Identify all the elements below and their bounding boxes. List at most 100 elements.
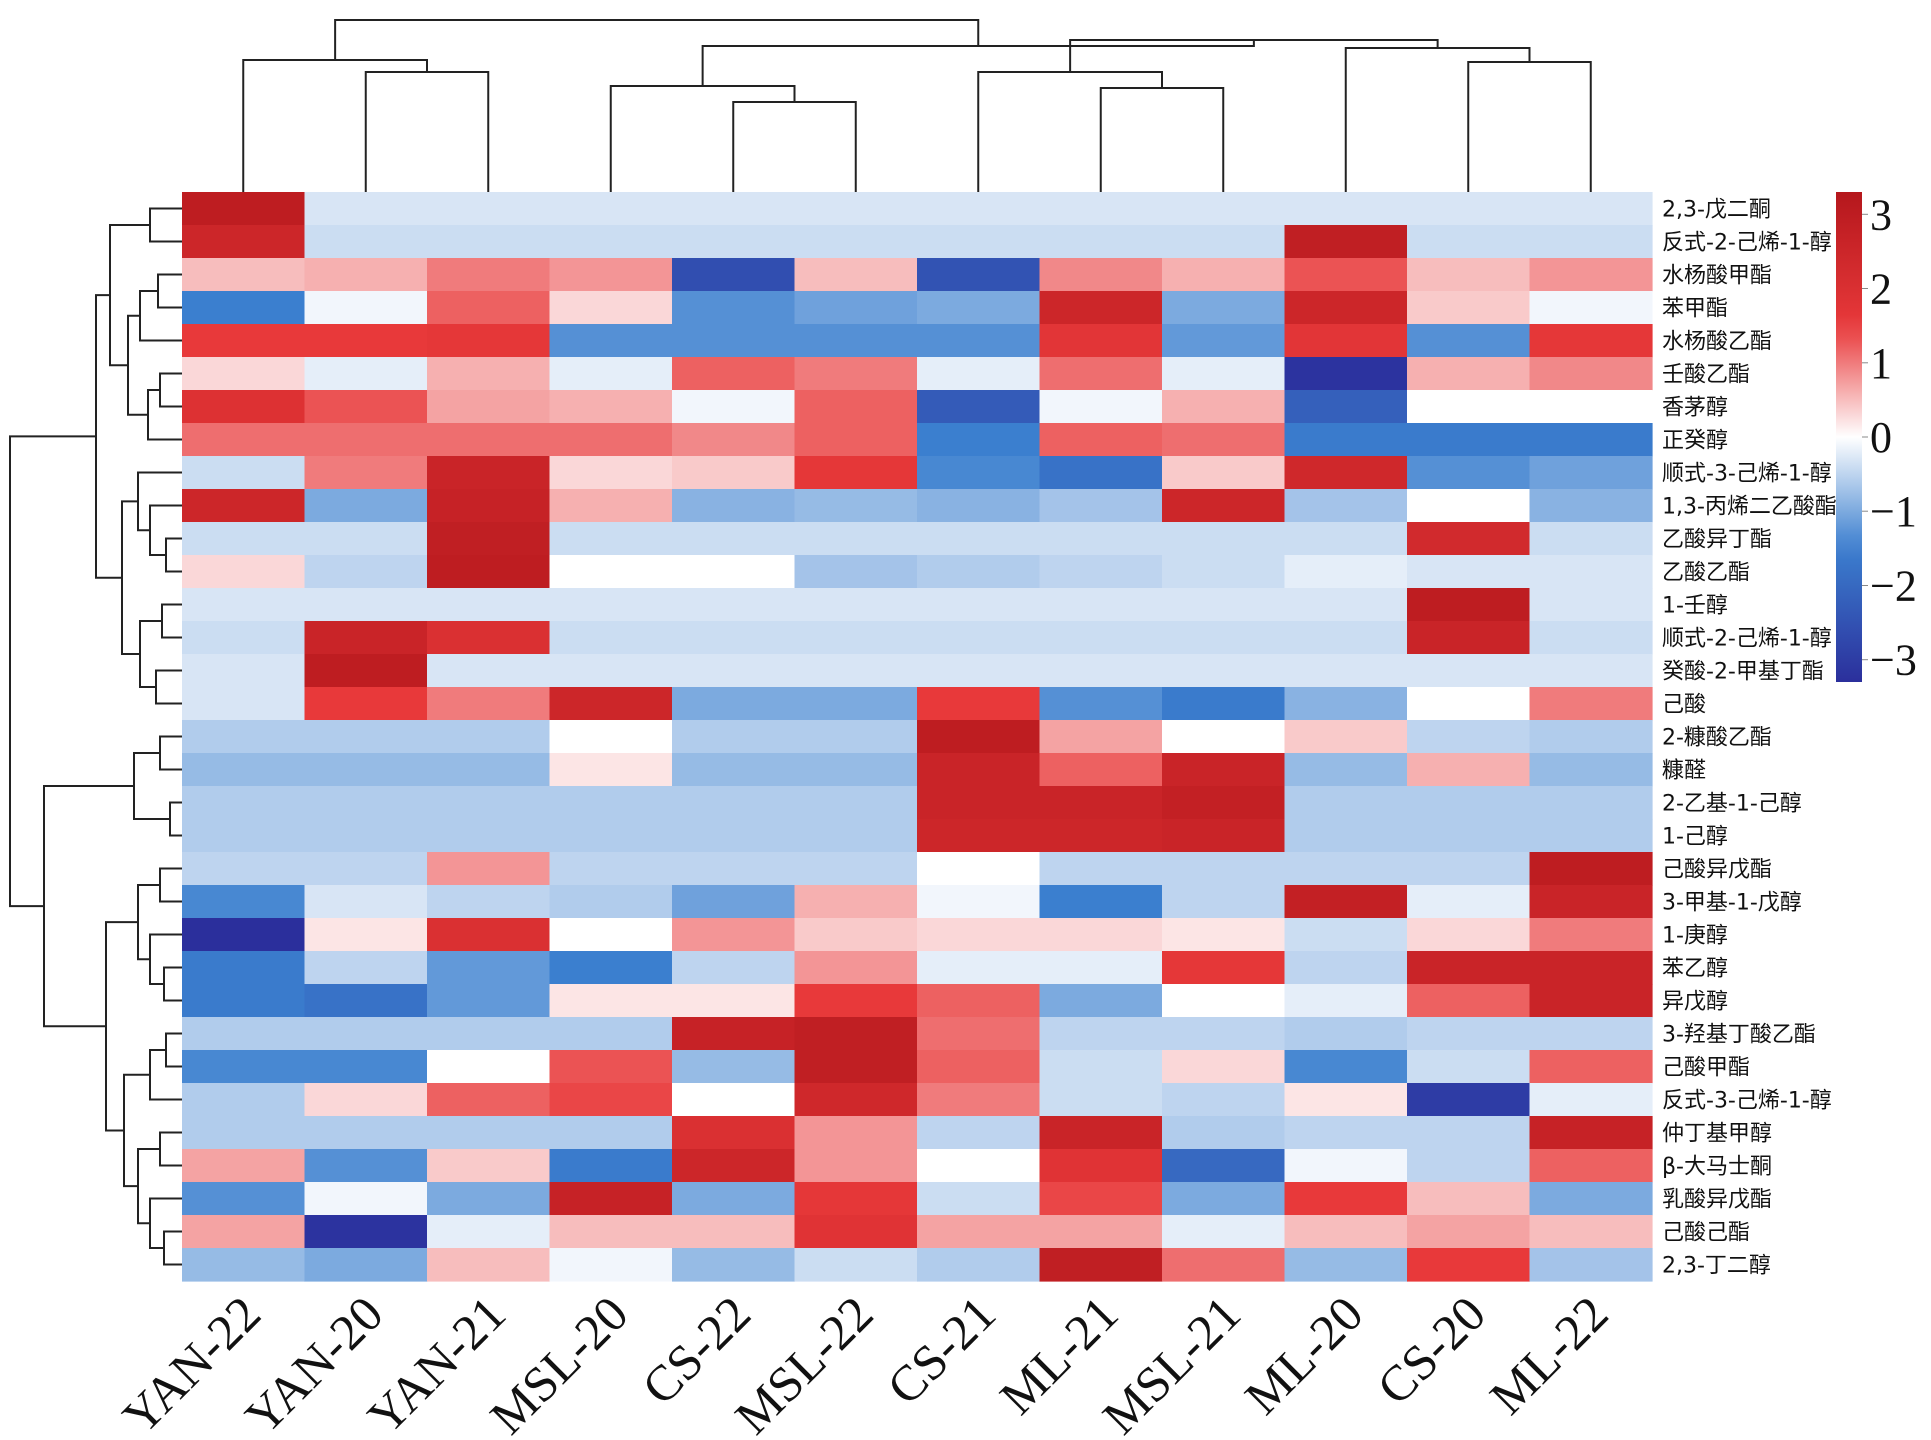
heatmap-cell (1529, 555, 1653, 589)
heatmap-cell (1529, 324, 1653, 358)
heatmap-cell (1529, 357, 1653, 391)
heatmap-cell (794, 192, 918, 226)
heatmap-cell (1407, 918, 1531, 952)
heatmap-cell (1407, 1215, 1531, 1249)
heatmap-cell (304, 786, 428, 820)
row-label: 顺式-3-己烯-1-醇 (1662, 462, 1832, 487)
heatmap-cell (427, 687, 551, 721)
heatmap-cell (794, 819, 918, 853)
heatmap-cell (917, 225, 1041, 259)
heatmap-cell (304, 1116, 428, 1150)
heatmap-cell (672, 258, 796, 292)
heatmap-cell (1529, 885, 1653, 919)
heatmap-cell (304, 654, 428, 688)
heatmap-cell (672, 1149, 796, 1183)
heatmap-cell (672, 786, 796, 820)
heatmap-cell (1407, 291, 1531, 325)
heatmap-cell (794, 984, 918, 1018)
column-label: MSL-20 (479, 1285, 638, 1440)
heatmap-cell (1284, 1149, 1408, 1183)
column-label: ML-22 (1479, 1285, 1619, 1425)
dendrogram-link (163, 966, 182, 1002)
heatmap-cell (182, 819, 306, 853)
heatmap-cell (182, 423, 306, 457)
heatmap-cell (1039, 1215, 1163, 1249)
dendrogram-link (163, 1230, 182, 1266)
heatmap-cell (182, 258, 306, 292)
row-label: 反式-3-己烯-1-醇 (1662, 1089, 1832, 1114)
heatmap-cell (1529, 1116, 1653, 1150)
heatmap-cell (1039, 324, 1163, 358)
heatmap-cell (1162, 753, 1286, 787)
heatmap-cell (1284, 588, 1408, 622)
row-label: 乳酸异戊酯 (1662, 1188, 1772, 1213)
dendrogram-link (157, 273, 182, 309)
heatmap-cell (304, 390, 428, 424)
heatmap-cell (304, 1050, 428, 1084)
heatmap-cell (427, 456, 551, 490)
heatmap-cell (427, 654, 551, 688)
heatmap-cell (1407, 1017, 1531, 1051)
heatmap-cell (1284, 1083, 1408, 1117)
heatmap-cell (304, 258, 428, 292)
dendrogram-link (155, 669, 182, 705)
heatmap-cell (427, 258, 551, 292)
heatmap-cell (794, 852, 918, 886)
heatmap-cell (549, 687, 673, 721)
heatmap-cell (794, 1248, 918, 1282)
dendrogram-link (133, 752, 170, 820)
heatmap-cell (427, 225, 551, 259)
heatmap-cell (794, 555, 918, 589)
heatmap-cell (917, 390, 1041, 424)
dendrogram-link (147, 389, 182, 441)
heatmap-cell (549, 1083, 673, 1117)
heatmap-cell (1039, 390, 1163, 424)
heatmap-cell (427, 324, 551, 358)
heatmap-cell (917, 786, 1041, 820)
row-label: 1-壬醇 (1662, 594, 1728, 619)
colorbar-gradient (1836, 192, 1862, 682)
heatmap-cell (427, 720, 551, 754)
heatmap-cell (1039, 918, 1163, 952)
heatmap-cell (304, 720, 428, 754)
heatmap-cell (427, 357, 551, 391)
heatmap-cell (1284, 1017, 1408, 1051)
row-label: 2,3-丁二醇 (1662, 1254, 1771, 1279)
heatmap-cell (304, 852, 428, 886)
heatmap-cell (1039, 357, 1163, 391)
heatmap-cell (1162, 522, 1286, 556)
dendrogram-link (105, 921, 138, 1132)
column-dendrogram (242, 19, 1592, 192)
heatmap-cell (1162, 918, 1286, 952)
row-label: 苯甲酯 (1662, 297, 1728, 322)
heatmap-cell (427, 1215, 551, 1249)
row-labels: 2,3-戊二酮反式-2-己烯-1-醇水杨酸甲酯苯甲酯水杨酸乙酯壬酸乙酯香茅醇正癸… (1662, 198, 1837, 1279)
heatmap-cell (917, 1050, 1041, 1084)
heatmap-cell (304, 1017, 428, 1051)
heatmap-cell (427, 852, 551, 886)
heatmap-cell (672, 753, 796, 787)
heatmap-cell (427, 885, 551, 919)
heatmap-cell (917, 258, 1041, 292)
heatmap-cell (672, 1083, 796, 1117)
heatmap-cell (549, 621, 673, 655)
heatmap-cells (182, 192, 1653, 1282)
heatmap-cell (794, 720, 918, 754)
row-label: 乙酸异丁酯 (1662, 528, 1772, 553)
heatmap-cell (304, 621, 428, 655)
row-label: 反式-2-己烯-1-醇 (1662, 231, 1832, 256)
heatmap-cell (1529, 456, 1653, 490)
heatmap-cell (1407, 885, 1531, 919)
dendrogram-link (1467, 61, 1592, 192)
heatmap-cell (1407, 456, 1531, 490)
heatmap-cell (794, 456, 918, 490)
heatmap-cell (917, 885, 1041, 919)
heatmap-cell (1529, 522, 1653, 556)
heatmap-cell (672, 720, 796, 754)
heatmap-cell (917, 192, 1041, 226)
heatmap-cell (1407, 423, 1531, 457)
dendrogram-link (977, 71, 1163, 192)
heatmap-cell (1407, 654, 1531, 688)
dendrogram-link (139, 290, 182, 342)
